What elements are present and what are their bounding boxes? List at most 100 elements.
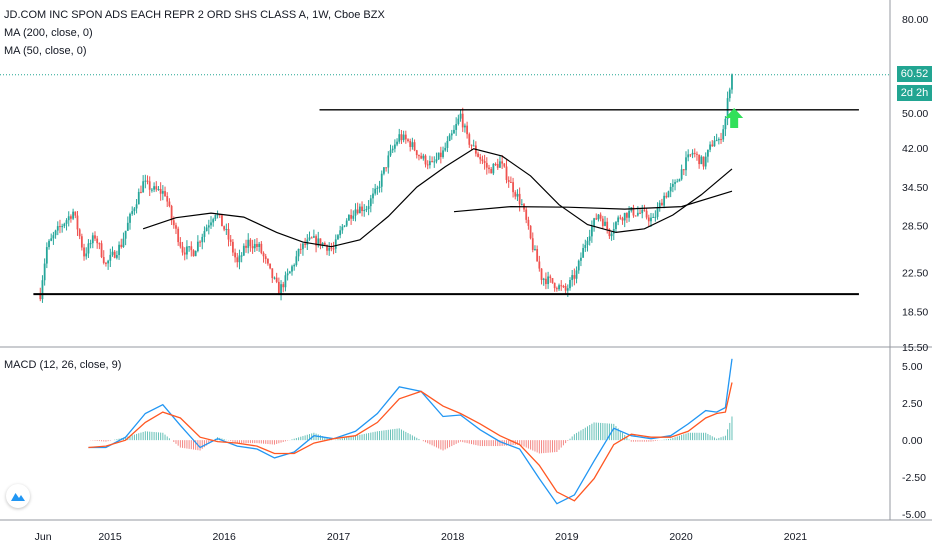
time-tick-label: 2019 — [555, 531, 579, 543]
candle-body — [155, 186, 158, 190]
candle-body — [161, 191, 164, 194]
candle-body — [573, 275, 576, 279]
candle-body — [262, 252, 265, 257]
candle-body — [380, 173, 383, 187]
candle-body — [43, 263, 46, 281]
candle-body — [225, 228, 228, 230]
candle-body — [536, 248, 539, 262]
candle-body — [328, 247, 331, 251]
candle-body — [398, 134, 401, 142]
candle-body — [372, 193, 374, 199]
candle-body — [295, 256, 298, 265]
candle-body — [159, 188, 162, 194]
candle-body — [715, 140, 718, 142]
candle-body — [358, 206, 361, 214]
candle-body — [503, 163, 506, 167]
candle-body — [251, 246, 254, 249]
candle-body — [516, 193, 519, 197]
candle-body — [636, 212, 639, 216]
candle-body — [704, 156, 707, 167]
ma200-line — [453, 190, 733, 213]
candle-body — [584, 244, 587, 248]
signal-line — [88, 382, 733, 502]
candle-body — [680, 169, 683, 180]
candle-body — [472, 145, 475, 147]
candle-body — [577, 260, 580, 271]
candle-body — [227, 228, 230, 240]
candle-body — [205, 227, 208, 232]
candle-body — [52, 235, 55, 239]
candle-body — [446, 140, 449, 148]
candle-body — [310, 237, 313, 239]
candle-body — [691, 152, 694, 155]
candle-body — [407, 139, 409, 142]
candle-body — [299, 248, 302, 250]
candle-body — [190, 246, 193, 251]
candle-body — [304, 243, 307, 245]
candle-body — [661, 202, 663, 206]
candle-body — [479, 156, 482, 160]
candle-body — [126, 222, 129, 231]
time-tick-label: 2021 — [784, 531, 808, 543]
price-tick-label: 80.00 — [902, 14, 928, 26]
candle-body — [267, 258, 269, 264]
candle-body — [212, 219, 215, 223]
candle-body — [628, 210, 630, 218]
price-tick-label: 15.50 — [902, 342, 928, 354]
candle-body — [59, 226, 61, 228]
candle-body — [280, 284, 282, 295]
candle-body — [302, 243, 304, 250]
candle-body — [687, 154, 690, 158]
candle-body — [332, 248, 335, 250]
macd-tick-label: 2.50 — [902, 398, 923, 410]
candle-body — [201, 236, 204, 243]
candle-body — [240, 255, 243, 257]
candle-body — [450, 133, 453, 136]
candle-body — [78, 229, 81, 237]
candle-body — [418, 155, 420, 157]
candle-body — [393, 144, 396, 149]
candle-body — [457, 118, 460, 124]
candle-body — [731, 74, 733, 90]
price-tick-label: 28.50 — [902, 220, 928, 232]
candle-body — [164, 191, 166, 197]
candle-body — [571, 275, 574, 280]
candle-body — [555, 288, 558, 290]
candle-body — [720, 139, 722, 141]
candle-body — [641, 209, 644, 214]
candle-body — [525, 209, 528, 220]
candle-body — [439, 152, 442, 158]
candle-body — [626, 212, 628, 218]
candle-body — [597, 214, 600, 220]
price-tick-label: 18.50 — [902, 307, 928, 319]
logo-mark-icon — [11, 493, 25, 501]
up-arrow-icon — [725, 108, 744, 129]
candle-body — [667, 191, 670, 198]
candle-body — [560, 285, 563, 287]
candle-body — [621, 218, 624, 221]
candle-body — [115, 255, 118, 258]
candle-body — [678, 179, 681, 182]
candle-body — [321, 243, 324, 246]
candle-body — [218, 214, 221, 216]
candle-body — [663, 195, 666, 206]
candle-body — [540, 268, 543, 280]
candle-body — [499, 161, 501, 168]
candle-body — [282, 284, 285, 288]
price-tick-label: 42.00 — [902, 143, 928, 155]
candle-body — [249, 239, 252, 247]
candle-body — [676, 181, 679, 183]
countdown-badge: 2d 2h — [897, 85, 932, 101]
candle-body — [151, 189, 153, 191]
last-price-badge: 60.52 — [897, 66, 932, 82]
candle-body — [654, 216, 657, 218]
candle-body — [696, 153, 698, 155]
tradingview-logo-icon[interactable] — [6, 484, 30, 508]
candle-body — [496, 164, 499, 168]
candle-body — [671, 183, 674, 187]
candle-body — [67, 216, 70, 221]
candle-body — [509, 181, 512, 183]
candle-body — [470, 144, 473, 146]
candle-body — [63, 223, 66, 227]
